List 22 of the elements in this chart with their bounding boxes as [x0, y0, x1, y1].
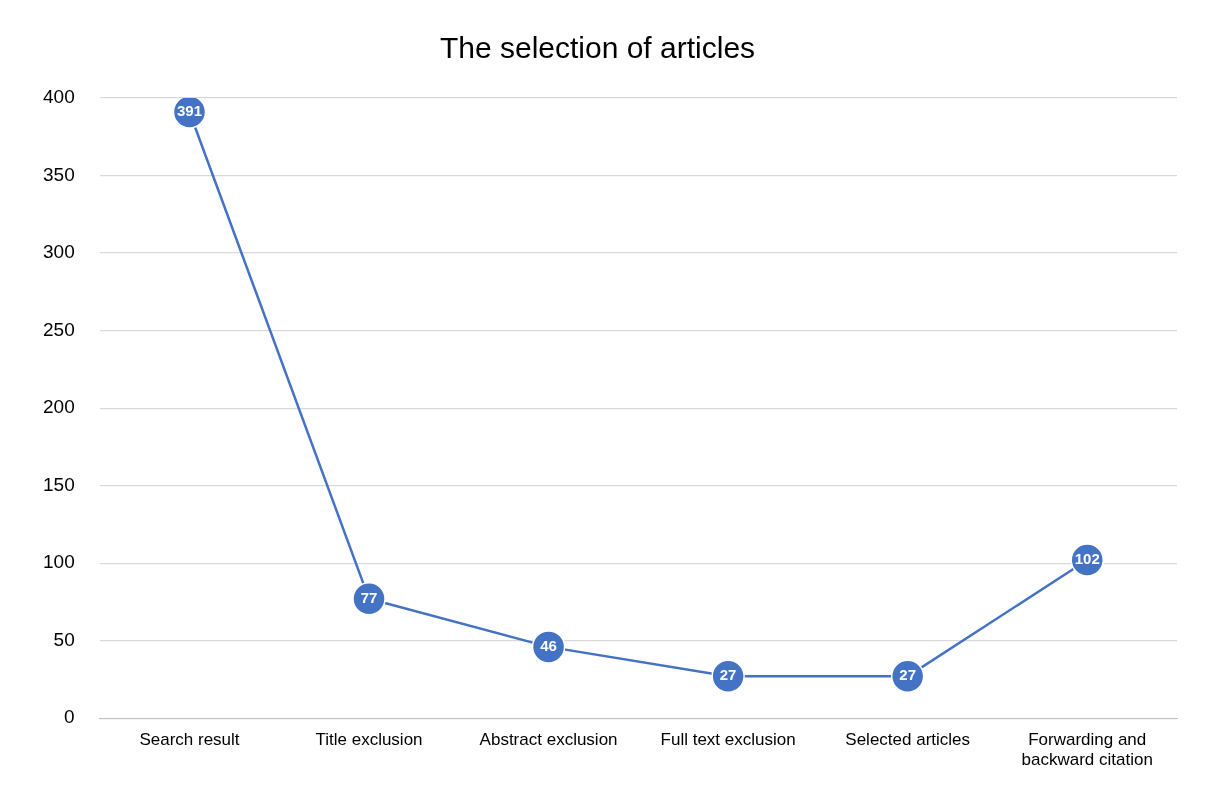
y-tick-label: 100: [43, 551, 75, 573]
y-tick-label: 250: [43, 318, 75, 340]
y-tick-label: 200: [43, 396, 75, 418]
x-tick-label: Title exclusion: [315, 730, 423, 750]
data-label: 102: [1074, 550, 1100, 568]
chart-title: The selection of articles: [439, 31, 756, 65]
y-tick-label: 50: [53, 628, 75, 650]
data-label: 27: [899, 666, 917, 684]
y-tick-label: 0: [64, 706, 75, 728]
x-tick-label: Full text exclusion: [660, 730, 796, 750]
data-label: 27: [719, 666, 737, 684]
x-tick-label: Forwarding and backward citation: [1021, 730, 1153, 770]
data-label: 46: [540, 637, 557, 655]
data-label: 391: [176, 102, 202, 120]
y-tick-label: 400: [43, 86, 75, 108]
x-tick-label: Search result: [139, 730, 240, 750]
data-label: 77: [360, 588, 378, 606]
y-tick-label: 150: [43, 473, 75, 495]
y-tick-label: 350: [43, 163, 75, 185]
x-tick-label: Selected articles: [845, 730, 971, 750]
y-tick-label: 300: [43, 241, 75, 263]
x-tick-label: Abstract exclusion: [479, 730, 618, 750]
